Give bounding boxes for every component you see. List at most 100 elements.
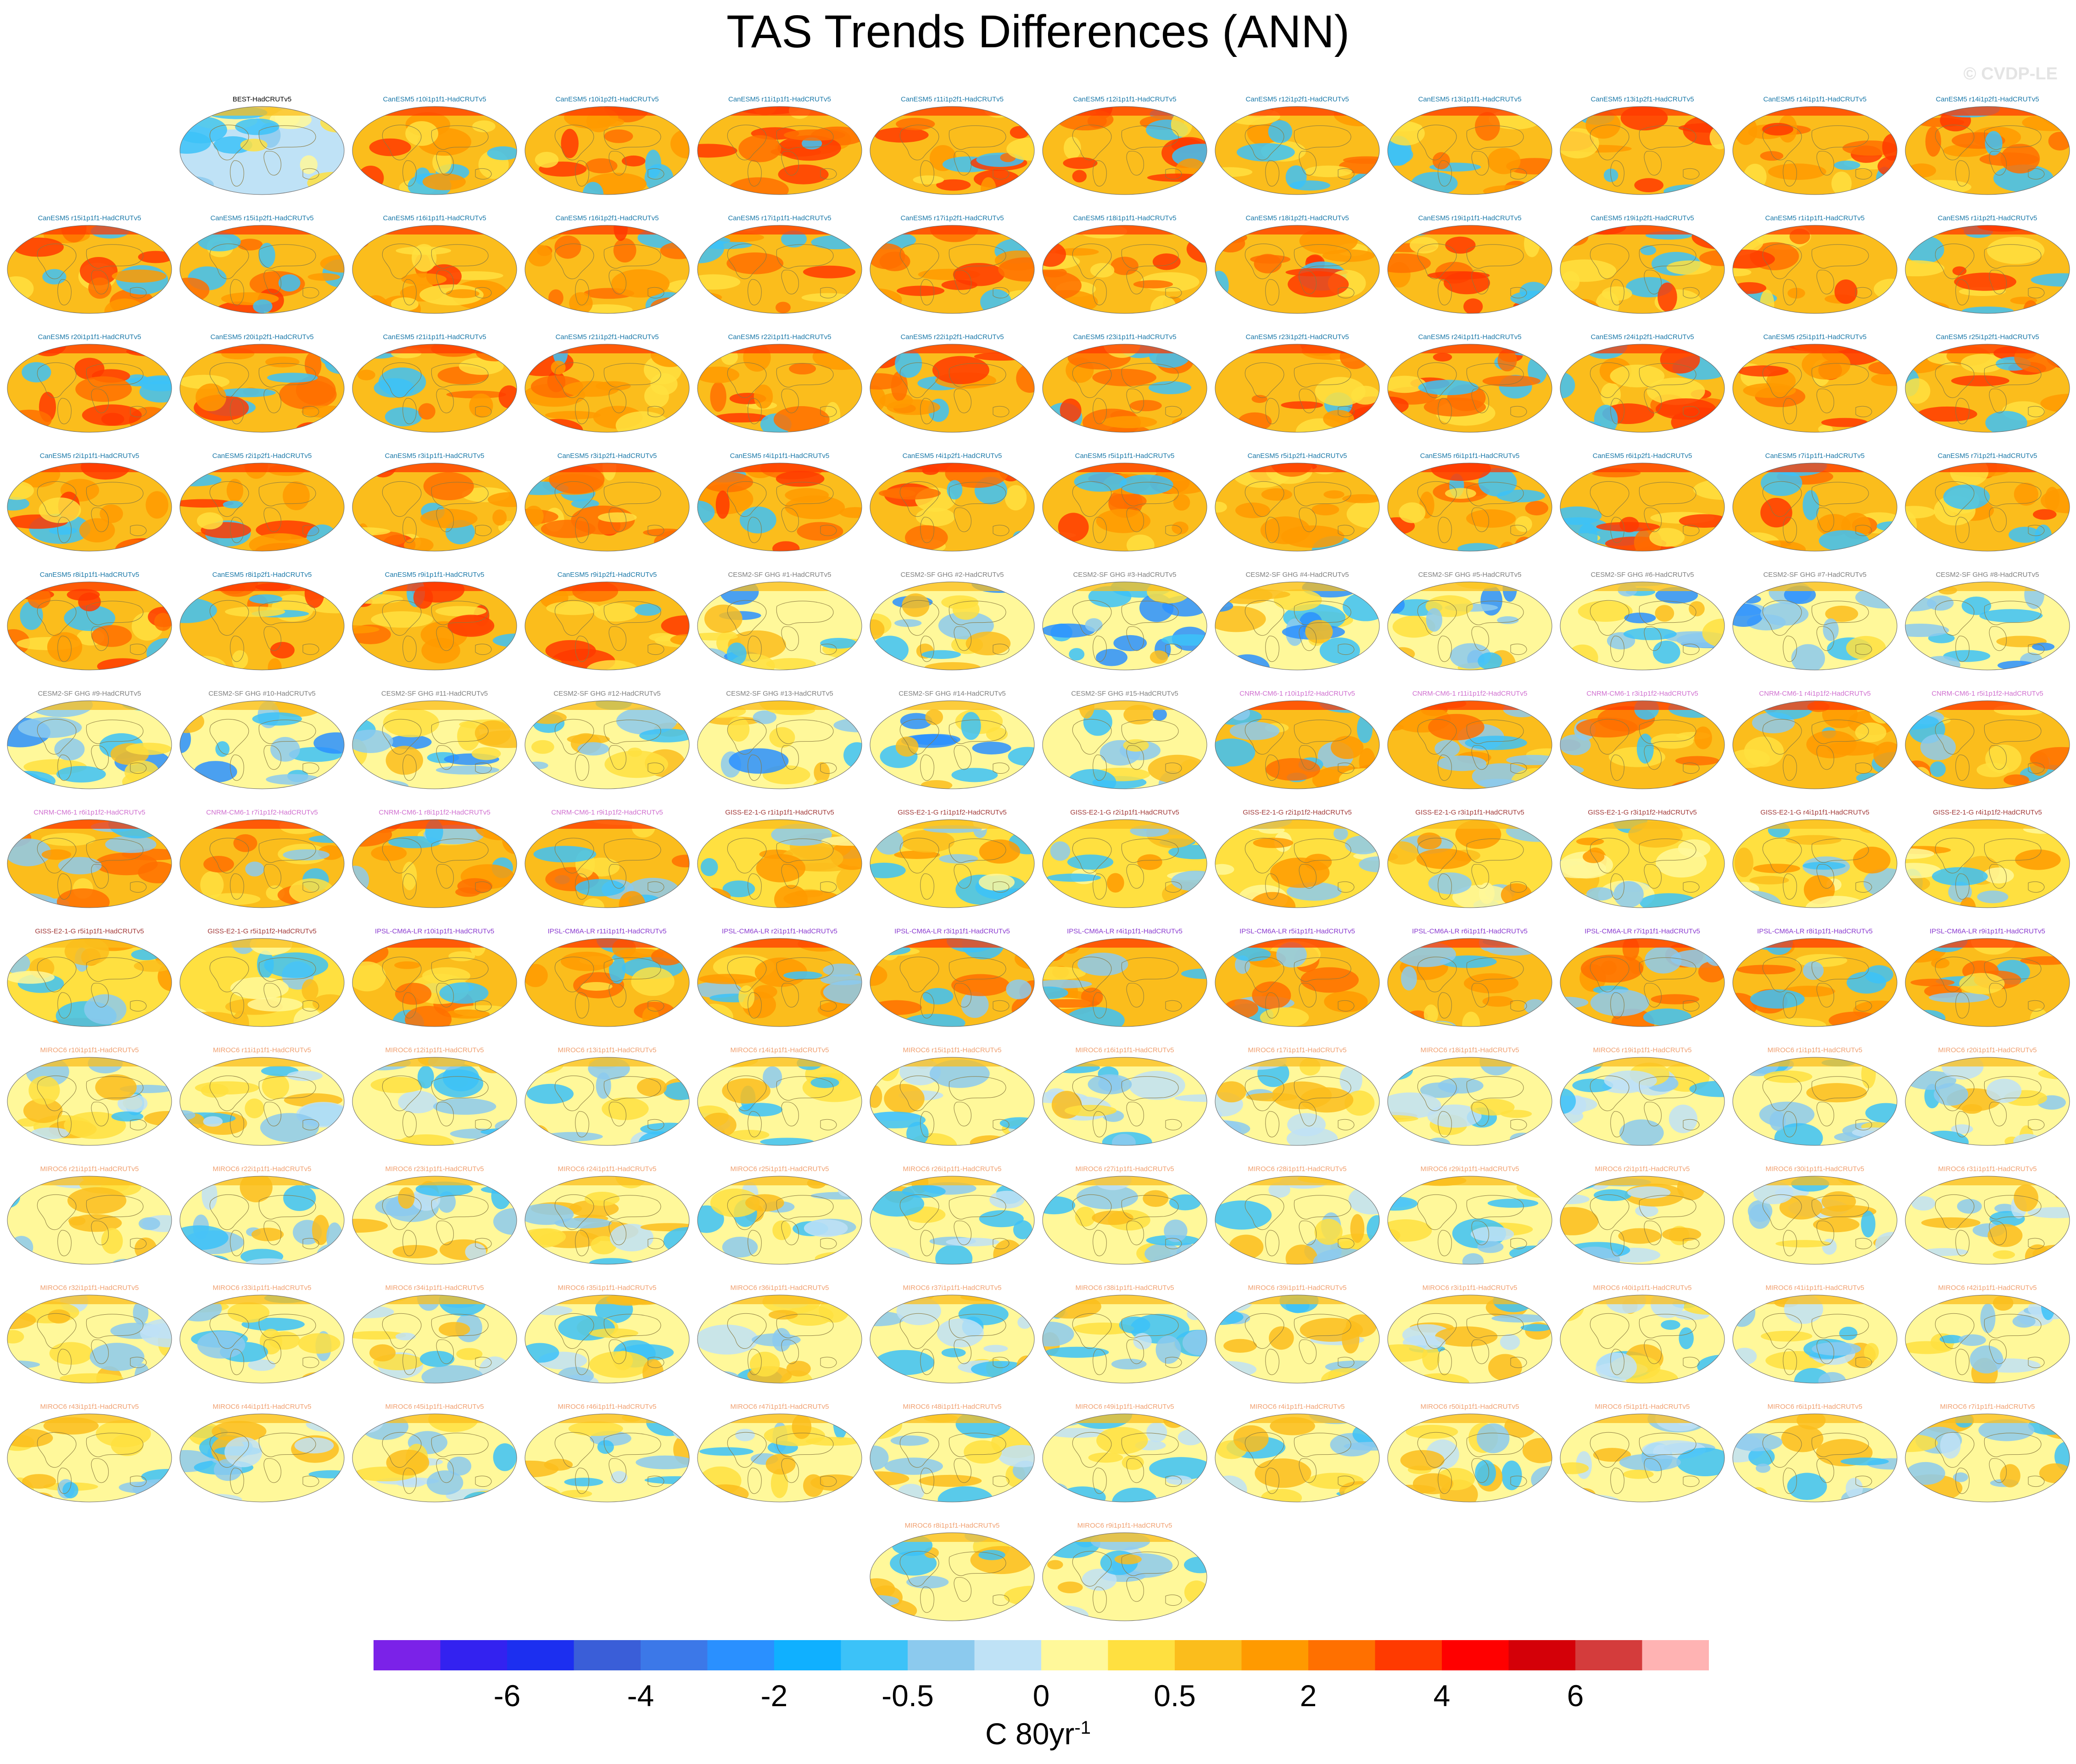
map-anomaly-patch xyxy=(980,289,1012,313)
colorbar-unit-exponent: -1 xyxy=(1074,1718,1091,1738)
map-anomaly-patch xyxy=(1482,375,1540,387)
map-anomaly-patch xyxy=(20,601,43,630)
global-map xyxy=(1560,1057,1725,1146)
coastline xyxy=(776,363,834,388)
coastline xyxy=(475,168,492,180)
coastline xyxy=(1471,626,1489,651)
global-map xyxy=(1215,463,1380,552)
global-map xyxy=(1905,1176,2070,1265)
global-map xyxy=(1215,938,1380,1027)
coastline xyxy=(475,1475,492,1487)
map-arctic-band xyxy=(870,225,1034,234)
map-anomaly-patch xyxy=(789,363,816,375)
coastline xyxy=(1417,124,1457,161)
map-panel: MIROC6 r1i1p1f1-HadCRUTv5 xyxy=(1732,1046,1898,1147)
coastline xyxy=(1510,1356,1527,1368)
coastline xyxy=(554,362,594,398)
map-anomaly-patch xyxy=(1128,1071,1185,1100)
map-anomaly-patch xyxy=(699,1447,754,1456)
map-panel: CanESM5 r9i1p1f1-HadCRUTv5 xyxy=(352,571,518,672)
map-anomaly-patch xyxy=(398,1134,454,1145)
map-border xyxy=(525,1295,690,1384)
map-anomaly-patch xyxy=(1412,1473,1454,1495)
coastline xyxy=(1244,1313,1284,1349)
coastline xyxy=(37,1432,77,1468)
coastline xyxy=(1955,1468,1970,1494)
map-panel-label: MIROC6 r5i1p1f1-HadCRUTv5 xyxy=(1595,1403,1690,1411)
coastline xyxy=(86,482,144,507)
map-anomaly-patch xyxy=(895,349,922,378)
map-anomaly-patch xyxy=(1666,260,1712,275)
map-panel-label: CanESM5 r2i1p2f1-HadCRUTv5 xyxy=(212,452,312,460)
coastline xyxy=(37,362,77,398)
map-panel-label: IPSL-CM6A-LR r9i1p1f1-HadCRUTv5 xyxy=(1930,927,2045,935)
map-panel: CESM2-SF GHG #11-HadCRUTv5 xyxy=(352,690,518,791)
global-map xyxy=(1042,1057,1207,1146)
map-anomaly-patch xyxy=(1433,352,1452,362)
map-panel: MIROC6 r19i1p1f1-HadCRUTv5 xyxy=(1559,1046,1725,1147)
coastline xyxy=(1510,1475,1527,1487)
map-border xyxy=(1560,819,1725,908)
map-anomaly-patch xyxy=(843,742,862,768)
map-anomaly-patch xyxy=(352,625,379,634)
map-panel: CanESM5 r17i1p1f1-HadCRUTv5 xyxy=(697,214,863,315)
map-anomaly-patch xyxy=(870,413,896,430)
map-border xyxy=(1387,700,1552,789)
global-map xyxy=(1732,819,1897,908)
coastline xyxy=(1811,244,1869,269)
map-anomaly-patch xyxy=(1153,708,1167,721)
coastline xyxy=(1093,1111,1107,1138)
map-arctic-band xyxy=(1905,225,2070,234)
map-anomaly-patch xyxy=(1652,640,1680,664)
coastline xyxy=(554,481,594,517)
coastline xyxy=(1417,600,1457,636)
map-anomaly-patch xyxy=(564,1478,603,1486)
map-anomaly-patch xyxy=(1585,111,1621,139)
map-anomaly-patch xyxy=(890,1435,929,1446)
map-border xyxy=(352,819,517,908)
coastline xyxy=(1294,125,1351,150)
global-map xyxy=(1387,819,1552,908)
coastline xyxy=(1955,754,1970,781)
map-anomaly-patch xyxy=(1288,271,1349,298)
global-map xyxy=(179,106,345,195)
map-arctic-band xyxy=(1733,463,1897,472)
coastline xyxy=(1121,244,1179,269)
map-anomaly-patch xyxy=(1749,876,1789,885)
coastline xyxy=(1644,1458,1662,1483)
map-panel: CanESM5 r20i1p1f1-HadCRUTv5 xyxy=(6,333,173,434)
map-anomaly-patch xyxy=(890,1177,904,1185)
map-anomaly-patch xyxy=(1662,1227,1702,1242)
map-border xyxy=(352,938,517,1027)
coastline xyxy=(1438,1111,1452,1138)
map-panel-label: MIROC6 r39i1p1f1-HadCRUTv5 xyxy=(1248,1284,1347,1292)
coastline xyxy=(554,243,594,279)
coastline xyxy=(402,1468,417,1494)
map-anomaly-patch xyxy=(1571,1488,1596,1501)
map-anomaly-patch xyxy=(765,1454,796,1475)
coastline xyxy=(603,1433,661,1457)
map-panel-label: MIROC6 r1i1p1f1-HadCRUTv5 xyxy=(1767,1046,1863,1054)
map-border xyxy=(7,700,172,789)
map-anomaly-patch xyxy=(768,1310,798,1320)
map-anomaly-patch xyxy=(195,383,227,412)
coastline xyxy=(1683,881,1700,893)
map-anomaly-patch xyxy=(323,775,344,789)
coastline xyxy=(1935,1075,1975,1111)
map-panel-label: MIROC6 r20i1p1f1-HadCRUTv5 xyxy=(1938,1046,2037,1054)
coastline xyxy=(1989,626,2007,651)
map-anomaly-patch xyxy=(1144,1243,1182,1264)
coastline xyxy=(382,1194,422,1230)
coastline xyxy=(2028,525,2045,536)
map-anomaly-patch xyxy=(1560,128,1599,159)
map-arctic-band xyxy=(698,1057,862,1066)
map-anomaly-patch xyxy=(1852,1127,1896,1138)
map-anomaly-patch xyxy=(1959,973,2005,994)
map-border xyxy=(1042,581,1207,670)
coastline xyxy=(86,838,144,863)
global-map xyxy=(1732,463,1897,552)
coastline xyxy=(37,1194,77,1230)
global-map xyxy=(697,1295,862,1384)
coastline xyxy=(1072,1432,1112,1468)
map-anomaly-patch xyxy=(262,1073,290,1100)
